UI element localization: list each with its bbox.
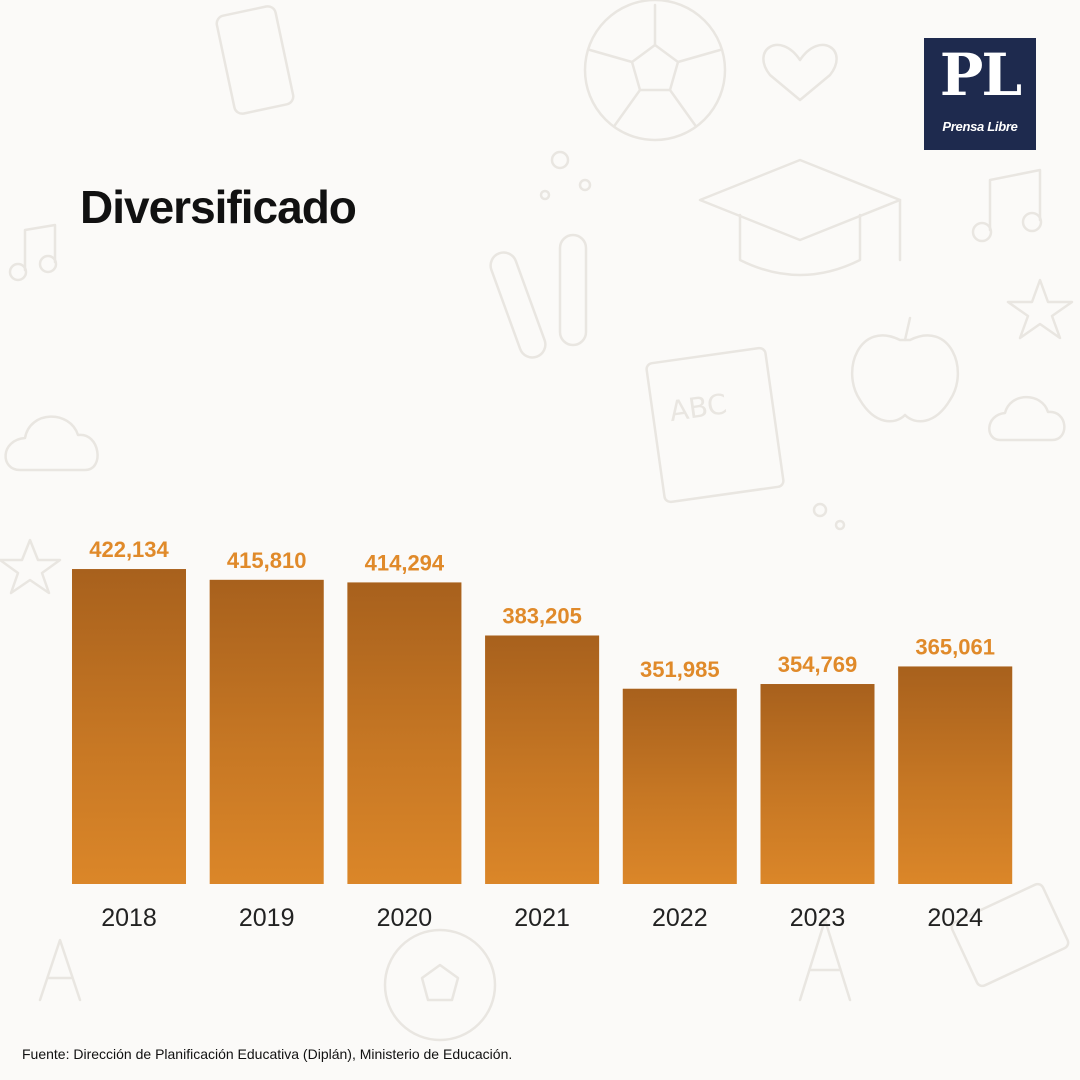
x-tick-label: 2018: [101, 904, 157, 932]
soccer-ball-icon: [583, 0, 727, 142]
star-icon: [0, 538, 62, 595]
logo-name: Prensa Libre: [942, 119, 1018, 134]
bar-photo-overlay: [485, 635, 600, 884]
letter-a-icon: [38, 918, 852, 1002]
prensa-libre-logo: PL Prensa Libre: [924, 38, 1036, 150]
soccer-ball-icon: [383, 928, 497, 1042]
value-label: 414,294: [365, 550, 445, 575]
cloud-icon: [988, 396, 1066, 442]
value-label: 383,205: [502, 603, 582, 628]
heart-icon: [762, 43, 838, 102]
x-tick-label: 2024: [927, 904, 983, 932]
bar-photo-overlay: [347, 582, 462, 884]
svg-text:ABC: ABC: [667, 387, 728, 428]
music-note-icon: [971, 168, 1043, 243]
value-label: 351,985: [640, 657, 720, 682]
value-label: 422,134: [89, 537, 169, 562]
bar-photo-overlay: [760, 684, 875, 884]
x-tick-label: 2021: [514, 904, 570, 932]
x-tick-label: 2019: [239, 904, 295, 932]
abc-book-icon: ABC: [645, 346, 785, 504]
value-label: 415,810: [227, 548, 307, 573]
music-note-icon: [8, 223, 58, 282]
bubbles-icon: [539, 150, 846, 531]
star-icon: [1006, 278, 1074, 340]
value-label: 354,769: [778, 652, 858, 677]
cloud-icon: [4, 415, 99, 472]
x-tick-label: 2023: [790, 904, 846, 932]
logo-mark: PL: [939, 41, 1022, 109]
x-tick-label: 2022: [652, 904, 708, 932]
x-tick-label: 2020: [377, 904, 433, 932]
bar-photo-overlay: [622, 688, 737, 884]
test-tube-icon: [489, 233, 588, 359]
smartphone-icon: [215, 5, 295, 115]
apple-icon: [850, 316, 960, 423]
bar-photo-overlay: [209, 579, 324, 884]
bar-photo-overlay: [72, 569, 186, 884]
source-note: Fuente: Dirección de Planificación Educa…: [22, 1046, 513, 1062]
value-label: 365,061: [915, 634, 995, 659]
chart-title: Diversificado: [80, 181, 357, 233]
bar-photo-overlay: [898, 666, 1013, 884]
graduation-cap-icon: [698, 158, 902, 277]
book-icon: [950, 882, 1070, 988]
